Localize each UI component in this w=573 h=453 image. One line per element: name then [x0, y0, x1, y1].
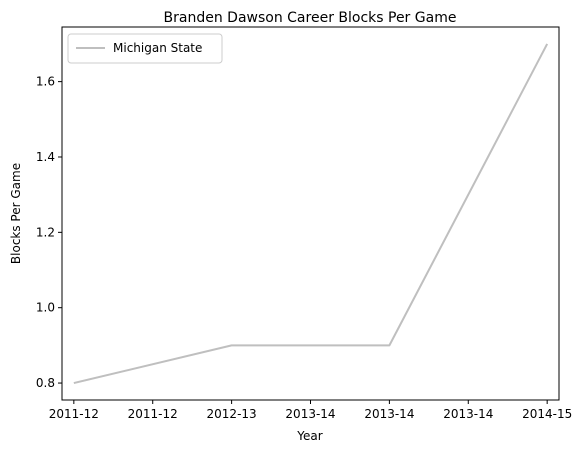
x-tick-label: 2013-14 [364, 407, 414, 421]
series-line-michigan-state [73, 43, 549, 385]
legend-label-michigan-state: Michigan State [113, 41, 202, 55]
x-tick-label: 2014-15 [522, 407, 572, 421]
x-tick-label: 2012-13 [207, 407, 257, 421]
y-tick-label: 0.8 [36, 376, 55, 390]
y-axis-label: Blocks Per Game [9, 163, 23, 264]
y-tick-label: 1.2 [36, 225, 55, 239]
legend-box [67, 33, 223, 64]
y-tick-label: 1.0 [36, 301, 55, 315]
plot-frame [61, 26, 560, 401]
x-axis-label: Year [296, 429, 322, 443]
y-tick-label: 1.6 [36, 75, 55, 89]
legend: Michigan State [67, 33, 223, 64]
x-tick-label: 2013-14 [285, 407, 335, 421]
x-axis: 2011-12 2011-12 2012-13 2013-14 2013-14 2013-… [49, 400, 572, 421]
x-tick-label: 2013-14 [443, 407, 493, 421]
x-tick-label: 2011-12 [128, 407, 178, 421]
y-tick-label: 1.4 [36, 150, 55, 164]
series-layer [73, 43, 549, 385]
chart-title: Branden Dawson Career Blocks Per Game [164, 10, 457, 26]
y-axis: 0.8 1.0 1.2 1.4 1.6 [36, 75, 62, 390]
plot-area [61, 26, 560, 401]
x-tick-label: 2011-12 [49, 407, 99, 421]
